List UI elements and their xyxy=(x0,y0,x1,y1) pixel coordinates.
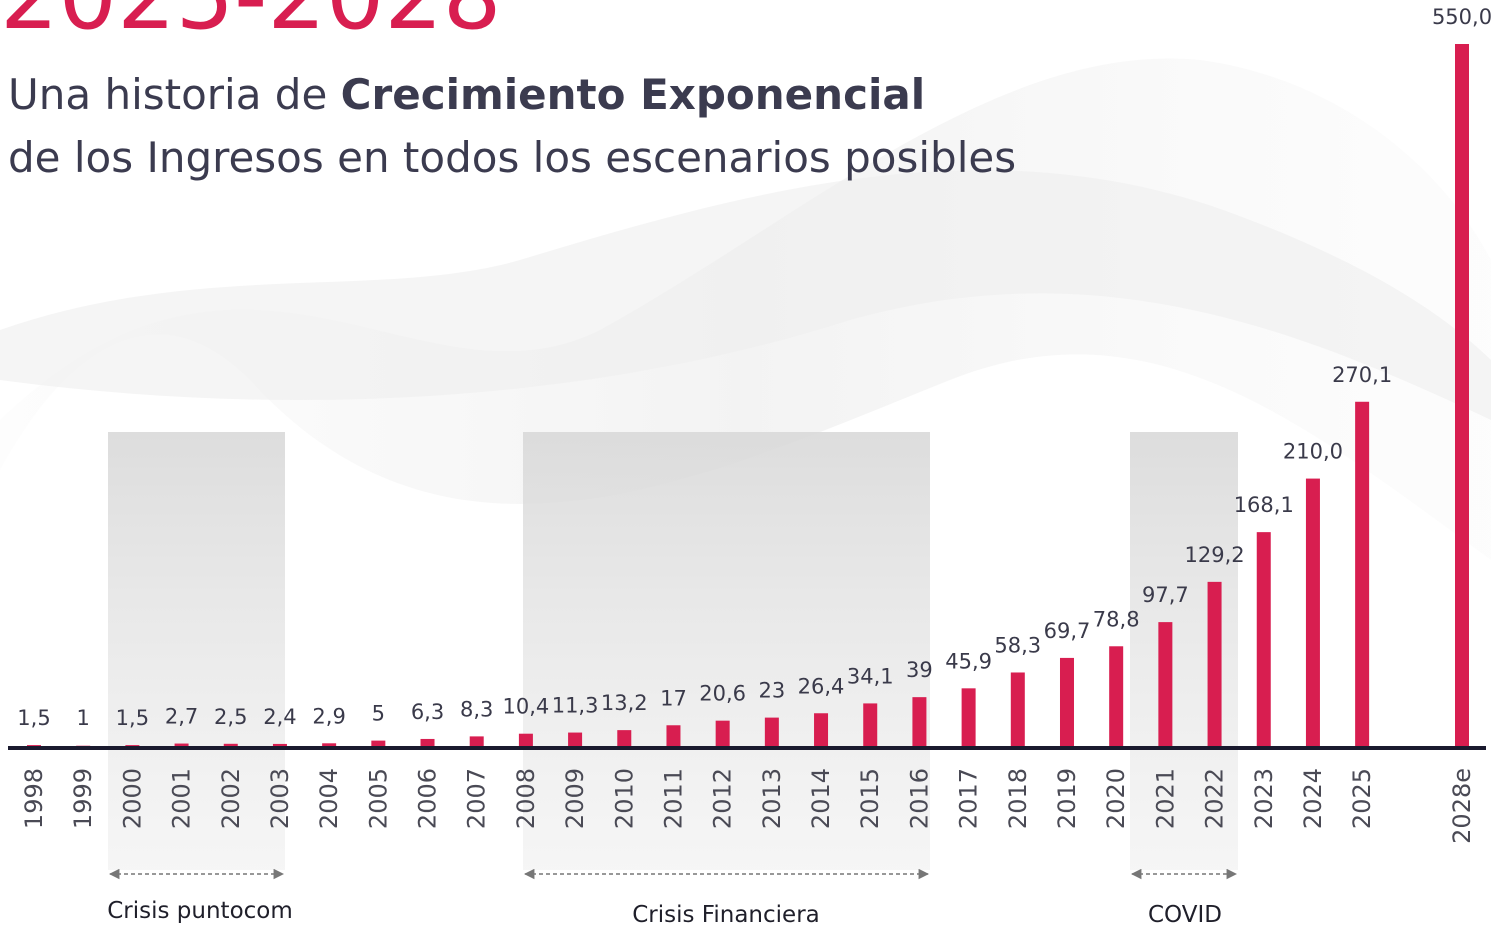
bar xyxy=(715,720,730,747)
bar xyxy=(223,743,238,747)
value-label: 2,5 xyxy=(214,705,247,729)
bar xyxy=(912,697,927,747)
bar xyxy=(814,713,829,747)
bar xyxy=(469,736,484,747)
baseline xyxy=(8,746,1486,750)
value-label: 78,8 xyxy=(1093,607,1140,631)
subtitle: Una historia de Crecimiento Exponencial xyxy=(8,70,925,119)
x-tick-label: 2025 xyxy=(1348,768,1376,829)
bar xyxy=(371,740,386,747)
x-tick-label: 2015 xyxy=(856,768,884,829)
x-tick-label: 2016 xyxy=(905,768,933,829)
x-tick-label: 2022 xyxy=(1201,768,1229,829)
value-label: 13,2 xyxy=(601,691,648,715)
subtitle-bold: Crecimiento Exponencial xyxy=(341,70,925,119)
background-waves xyxy=(0,58,1491,560)
bar xyxy=(174,743,189,747)
x-tick-label: 2008 xyxy=(512,768,540,829)
bar xyxy=(1207,581,1222,747)
bar xyxy=(617,730,632,747)
value-label: 270,1 xyxy=(1332,363,1392,387)
x-tick-label: 2000 xyxy=(118,768,146,829)
bar xyxy=(272,743,287,747)
x-tick-label: 2021 xyxy=(1151,768,1179,829)
bar xyxy=(764,717,779,747)
x-tick-label: 2024 xyxy=(1299,768,1327,829)
value-label: 45,9 xyxy=(945,649,992,673)
bar xyxy=(1010,672,1025,747)
value-label: 34,1 xyxy=(847,664,894,688)
x-tick-label: 2006 xyxy=(414,768,442,829)
x-tick-label: 2019 xyxy=(1053,768,1081,829)
bar xyxy=(1305,478,1320,747)
x-tick-label: 2011 xyxy=(659,768,687,829)
value-label: 550,0 xyxy=(1432,5,1491,29)
value-label: 2,4 xyxy=(263,705,296,729)
bar xyxy=(1355,401,1370,747)
bar xyxy=(1256,532,1271,747)
value-label: 1,5 xyxy=(17,706,50,730)
x-tick-label: 2001 xyxy=(168,768,196,829)
value-label: 26,4 xyxy=(798,674,845,698)
bar xyxy=(961,688,976,747)
value-label: 11,3 xyxy=(552,694,599,718)
x-tick-label: 2020 xyxy=(1102,768,1130,829)
bar xyxy=(1455,44,1469,747)
crisis-regions xyxy=(108,432,1238,880)
x-tick-label: 2009 xyxy=(561,768,589,829)
value-label: 210,0 xyxy=(1283,440,1343,464)
x-tick-label: 2023 xyxy=(1250,768,1278,829)
subtitle-text: Una historia de xyxy=(8,70,341,119)
bar xyxy=(322,743,337,747)
bar xyxy=(1059,657,1074,747)
x-tick-label: 1999 xyxy=(69,768,97,829)
value-label: 20,6 xyxy=(699,682,746,706)
x-tick-label: 2012 xyxy=(709,768,737,829)
x-tick-label: 1998 xyxy=(20,768,48,829)
x-tick-label: 2013 xyxy=(758,768,786,829)
bar xyxy=(1158,622,1173,747)
x-tick-label: 2002 xyxy=(217,768,245,829)
x-tick-label: 2005 xyxy=(364,768,392,829)
bar xyxy=(568,732,583,747)
value-label: 6,3 xyxy=(411,700,444,724)
bar xyxy=(420,738,435,747)
value-label: 58,3 xyxy=(994,633,1041,657)
value-label: 5 xyxy=(372,702,385,726)
x-tick-label: 2017 xyxy=(955,768,983,829)
value-label: 10,4 xyxy=(503,695,550,719)
bar xyxy=(1109,646,1124,747)
bar xyxy=(863,703,878,747)
value-label: 23 xyxy=(758,679,785,703)
x-tick-label: 2018 xyxy=(1004,768,1032,829)
value-label: 168,1 xyxy=(1234,493,1294,517)
value-label: 39 xyxy=(906,658,933,682)
x-tick-label: 2014 xyxy=(807,768,835,829)
value-label: 8,3 xyxy=(460,697,493,721)
value-label: 129,2 xyxy=(1184,543,1244,567)
bar xyxy=(518,733,533,747)
value-label: 2,9 xyxy=(312,704,345,728)
value-label: 1 xyxy=(77,706,90,730)
x-tick-label: 2007 xyxy=(463,768,491,829)
chart-title: 2025-2028 xyxy=(0,0,501,50)
annotation: COVID xyxy=(1148,902,1222,927)
value-label: 17 xyxy=(660,686,687,710)
x-tick-label: 2003 xyxy=(266,768,294,829)
value-label: 97,7 xyxy=(1142,583,1189,607)
x-tick-label: 2004 xyxy=(315,768,343,829)
value-label: 69,7 xyxy=(1044,619,1091,643)
annotation: Crisis puntocom xyxy=(107,898,293,924)
value-label: 1,5 xyxy=(116,706,149,730)
annotation: Crisis Financiera xyxy=(632,902,820,927)
subtitle: de los Ingresos en todos los escenarios … xyxy=(8,133,1016,182)
x-tick-label: 2028e xyxy=(1448,768,1476,844)
value-label: 2,7 xyxy=(165,705,198,729)
bar xyxy=(666,725,681,747)
x-tick-label: 2010 xyxy=(610,768,638,829)
